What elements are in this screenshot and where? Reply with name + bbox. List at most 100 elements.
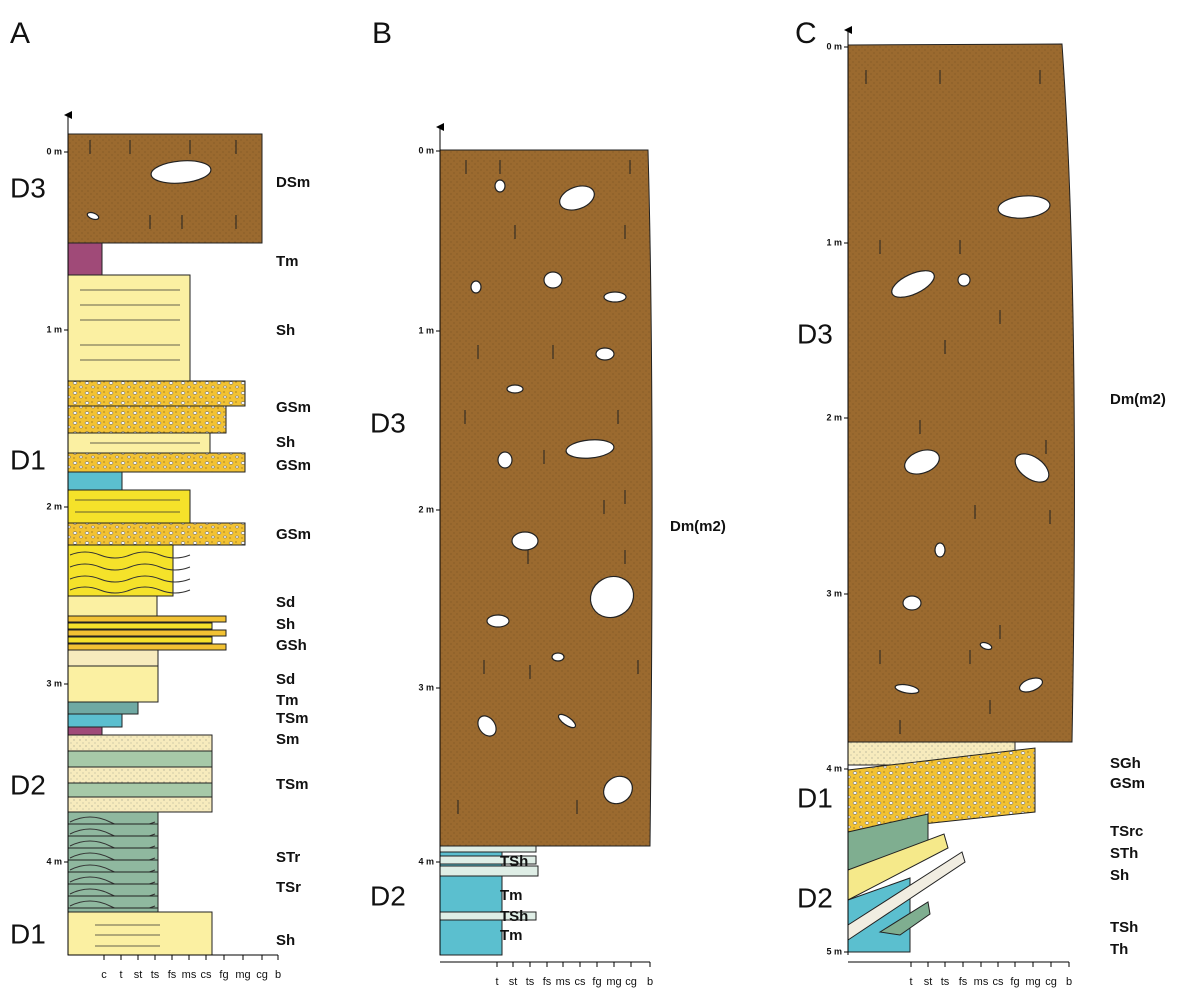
unit-label: D3 xyxy=(10,172,46,203)
depth-tick-label: 3 m xyxy=(418,682,434,692)
facies-label: Sh xyxy=(1110,867,1129,884)
facies-label: TSm xyxy=(276,776,309,793)
grain-size-label: t xyxy=(495,976,498,988)
clast xyxy=(596,348,614,360)
facies-label: Sm xyxy=(276,731,299,748)
bed xyxy=(68,596,157,616)
depth-tick-label: 3 m xyxy=(826,588,842,598)
bed xyxy=(68,623,212,629)
bed xyxy=(68,616,226,622)
facies-label: Tm xyxy=(276,253,299,270)
clast xyxy=(512,532,538,550)
facies-label: GSm xyxy=(1110,775,1145,792)
facies-label: TSrc xyxy=(1110,823,1143,840)
clast xyxy=(604,292,626,302)
facies-label: Sh xyxy=(276,616,295,633)
depth-tick-label: 1 m xyxy=(826,237,842,247)
bed xyxy=(68,243,102,275)
bed xyxy=(68,735,212,751)
grain-size-label: mg xyxy=(235,969,250,981)
grain-size-label: cs xyxy=(575,976,587,988)
depth-tick-label: 0 m xyxy=(418,145,434,155)
grain-size-label: fs xyxy=(168,969,177,981)
bed xyxy=(68,490,190,523)
facies-label: SGh xyxy=(1110,755,1141,772)
grain-size-label: c xyxy=(101,969,107,981)
unit-label: D2 xyxy=(797,882,833,913)
facies-label: Sh xyxy=(276,932,295,949)
grain-size-label: fs xyxy=(543,976,552,988)
bed xyxy=(68,381,245,406)
grain-size-label: mg xyxy=(606,976,621,988)
depth-tick-label: 4 m xyxy=(418,856,434,866)
grain-size-label: b xyxy=(1066,976,1072,988)
bed xyxy=(68,453,245,472)
bed xyxy=(440,846,536,852)
grain-size-label: cg xyxy=(625,976,637,988)
clast xyxy=(498,452,512,468)
bed xyxy=(440,150,652,846)
bed xyxy=(68,637,212,643)
facies-label: GSm xyxy=(276,457,311,474)
unit-label: D2 xyxy=(370,880,406,911)
depth-tick-label: 3 m xyxy=(46,678,62,688)
facies-label: Sd xyxy=(276,594,295,611)
bed xyxy=(68,275,190,381)
grain-size-label: fs xyxy=(959,976,968,988)
facies-label: Dm(m2) xyxy=(670,518,726,535)
bed xyxy=(68,727,102,735)
grain-size-label: st xyxy=(134,969,143,981)
depth-tick-label: 4 m xyxy=(826,763,842,773)
grain-size-label: ts xyxy=(151,969,160,981)
grain-size-label: st xyxy=(509,976,518,988)
facies-label: STh xyxy=(1110,845,1138,862)
panel-label: B xyxy=(372,17,392,50)
grain-size-label: ms xyxy=(556,976,571,988)
grain-size-label: t xyxy=(119,969,122,981)
clast xyxy=(471,281,481,293)
grain-size-label: cs xyxy=(993,976,1005,988)
bed xyxy=(68,406,226,433)
facies-label: GSh xyxy=(276,637,307,654)
grain-size-label: ms xyxy=(974,976,989,988)
facies-label: TSh xyxy=(1110,919,1138,936)
grain-size-label: cg xyxy=(256,969,268,981)
bed xyxy=(68,472,122,490)
facies-label: GSm xyxy=(276,399,311,416)
grain-size-label: cs xyxy=(201,969,213,981)
depth-tick-label: 0 m xyxy=(826,41,842,51)
unit-label: D2 xyxy=(10,769,46,800)
unit-label: D3 xyxy=(797,318,833,349)
facies-label: Dm(m2) xyxy=(1110,391,1166,408)
facies-label: Sd xyxy=(276,671,295,688)
grain-size-label: st xyxy=(924,976,933,988)
facies-label: Tm xyxy=(500,927,523,944)
grain-size-label: ts xyxy=(526,976,535,988)
depth-tick-label: 0 m xyxy=(46,146,62,156)
bed xyxy=(68,650,158,666)
grain-size-label: b xyxy=(275,969,281,981)
clast xyxy=(552,653,564,661)
depth-tick-label: 4 m xyxy=(46,856,62,866)
bed xyxy=(68,714,122,727)
bed xyxy=(68,523,245,545)
facies-label: STr xyxy=(276,849,300,866)
clast xyxy=(958,274,970,286)
depth-tick-label: 2 m xyxy=(46,501,62,511)
grain-size-label: mg xyxy=(1025,976,1040,988)
bed xyxy=(68,630,226,636)
bed xyxy=(848,44,1074,742)
grain-size-label: ts xyxy=(941,976,950,988)
facies-label: TSr xyxy=(276,879,301,896)
facies-label: Tm xyxy=(500,887,523,904)
bed xyxy=(68,797,212,812)
depth-tick-label: 5 m xyxy=(826,946,842,956)
facies-label: TSh xyxy=(500,853,528,870)
bed xyxy=(68,912,212,955)
clast xyxy=(495,180,505,192)
facies-label: TSh xyxy=(500,908,528,925)
facies-label: TSm xyxy=(276,710,309,727)
facies-label: Sh xyxy=(276,322,295,339)
facies-label: Tm xyxy=(276,692,299,709)
unit-label: D1 xyxy=(797,782,833,813)
